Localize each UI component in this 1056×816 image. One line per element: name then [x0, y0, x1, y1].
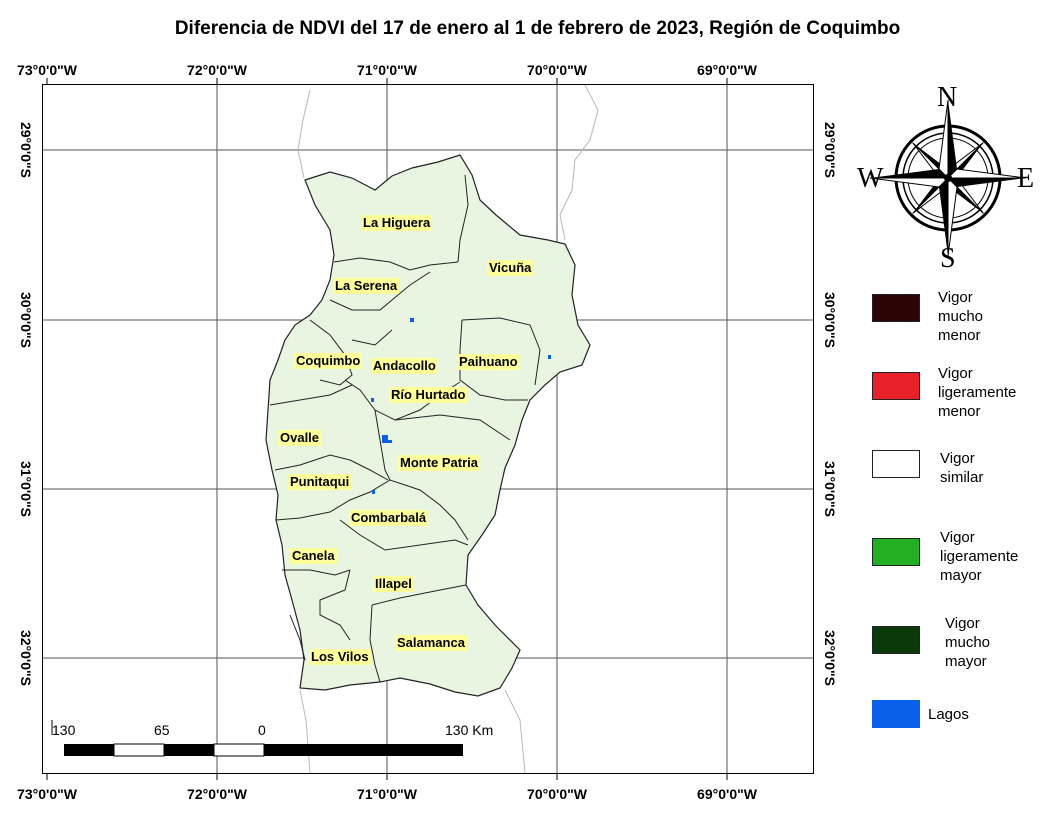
- compass-north: N: [937, 82, 958, 113]
- municipality-label: La Serena: [333, 278, 400, 294]
- scale-bar: [51, 720, 463, 757]
- municipality-label: Coquimbo: [294, 353, 363, 369]
- legend-label-vigor-mucho-mayor: Vigor mucho mayor: [945, 615, 991, 670]
- municipality-label: Illapel: [373, 576, 414, 592]
- municipality-label: Salamanca: [395, 635, 467, 651]
- municipality-label: Monte Patria: [398, 455, 481, 471]
- compass-rose: [869, 99, 1027, 257]
- municipality-label: La Higuera: [361, 215, 433, 231]
- municipality-label: Combarbalá: [349, 510, 429, 526]
- lon-label-bottom-72: 72°0'0"W: [187, 786, 247, 802]
- scale-label-130-km: 130 Km: [445, 722, 494, 738]
- lon-label-bottom-71: 71°0'0"W: [357, 786, 417, 802]
- municipality-label: Canela: [290, 548, 337, 564]
- scale-segment-2: [113, 743, 165, 757]
- compass-east: E: [1017, 163, 1035, 194]
- lon-label-top-72: 72°0'0"W: [187, 62, 247, 78]
- legend-swatch-vigor-mucho-mayor: [872, 626, 920, 654]
- lon-label-top-70: 70°0'0"W: [527, 62, 587, 78]
- scale-segment-4: [213, 743, 265, 757]
- legend-swatch-vigor-ligeramente-menor: [872, 372, 920, 400]
- map-frame: [42, 84, 814, 774]
- scale-segment-3: [164, 744, 214, 756]
- legend-label-vigor-similar: Vigor similar: [940, 450, 984, 486]
- legend-swatch-vigor-mucho-menor: [872, 294, 920, 322]
- legend-label-vigor-ligeramente-mayor: Vigor ligeramente mayor: [940, 529, 1019, 584]
- legend-label-vigor-ligeramente-menor: Vigor ligeramente menor: [938, 365, 1017, 420]
- lon-label-bottom-73: 73°0'0"W: [17, 786, 77, 802]
- municipality-label: Punitaqui: [288, 474, 352, 490]
- legend-label-lagos: Lagos: [928, 706, 969, 723]
- scale-segment-5: [264, 744, 463, 756]
- compass-west: W: [857, 163, 884, 194]
- map-title: Diferencia de NDVI del 17 de enero al 1 …: [174, 18, 901, 39]
- municipality-label: Río Hurtado: [389, 387, 468, 403]
- lon-label-top-73: 73°0'0"W: [17, 62, 77, 78]
- municipality-label: Paihuano: [457, 354, 520, 370]
- lakes: [371, 318, 551, 494]
- lon-label-top-69: 69°0'0"W: [697, 62, 757, 78]
- scale-label-65: 65: [154, 722, 170, 738]
- compass-south: S: [940, 243, 956, 274]
- legend-label-vigor-mucho-menor: Vigor mucho menor: [938, 289, 984, 344]
- municipality-label: Los Vilos: [309, 649, 371, 665]
- frame-ticks: [46, 78, 728, 780]
- legend-swatch-lagos: [872, 700, 920, 728]
- region-coquimbo: [265, 154, 591, 697]
- lon-label-bottom-70: 70°0'0"W: [527, 786, 587, 802]
- municipality-label: Andacollo: [371, 358, 438, 374]
- lon-label-top-71: 71°0'0"W: [357, 62, 417, 78]
- municipality-label: Ovalle: [278, 430, 322, 446]
- lon-label-bottom-69: 69°0'0"W: [697, 786, 757, 802]
- neighbor-boundaries: [297, 84, 599, 774]
- legend-swatch-vigor-ligeramente-mayor: [872, 538, 920, 566]
- scale-segment-1: [64, 744, 114, 756]
- municipality-label: Vicuña: [487, 260, 534, 276]
- scale-label-0: 0: [258, 722, 266, 738]
- scale-label-130: 130: [52, 722, 76, 738]
- legend-swatch-vigor-similar: [872, 450, 920, 478]
